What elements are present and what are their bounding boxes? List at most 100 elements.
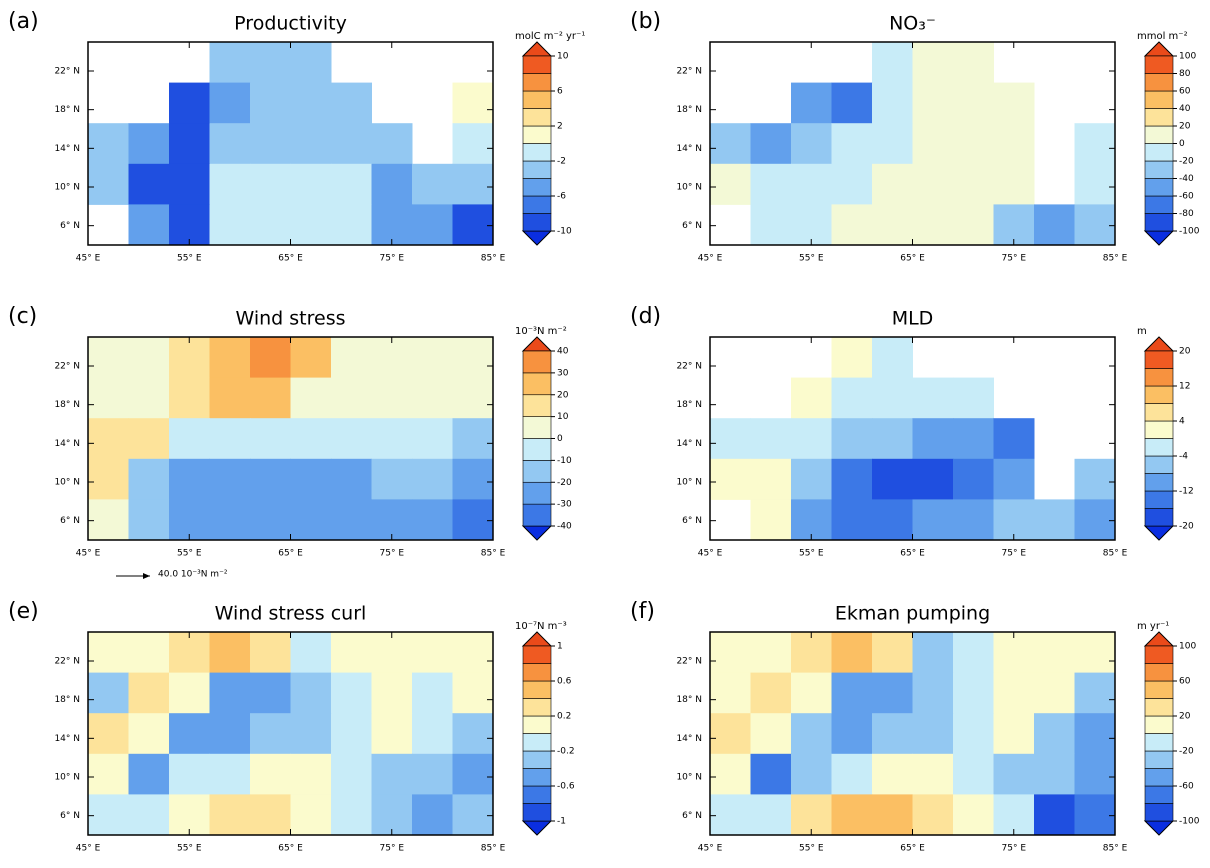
- grid-cell: [88, 418, 129, 460]
- colorbar-segment: [522, 698, 552, 717]
- colorbar-segment: [522, 663, 552, 682]
- grid-cell: [88, 672, 129, 714]
- grid-cell: [452, 713, 494, 755]
- grid-cell: [993, 418, 1035, 460]
- panel-label: (a): [8, 9, 39, 34]
- grid-cell: [452, 123, 494, 165]
- grid-cell: [331, 377, 372, 419]
- colorbar-under: [521, 820, 553, 836]
- colorbar-segment: [1144, 645, 1174, 664]
- grid-cell: [1074, 123, 1116, 165]
- colorbar-segment: [1144, 178, 1174, 197]
- grid-cell: [169, 337, 210, 379]
- x-tick-label: 55° E: [799, 844, 824, 854]
- colorbar-segment: [1144, 350, 1174, 369]
- y-tick-label: 18° N: [54, 695, 80, 705]
- colorbar-segment: [1144, 680, 1174, 699]
- colorbar-segment: [522, 178, 552, 197]
- grid-cell: [791, 499, 832, 541]
- x-tick-label: 75° E: [1002, 254, 1027, 264]
- panel-title: MLD: [892, 308, 934, 330]
- grid-cell: [831, 499, 873, 541]
- colorbar-label: -30: [557, 500, 572, 510]
- grid-cell: [290, 458, 332, 500]
- x-tick-label: 85° E: [1103, 844, 1128, 854]
- grid-cell: [710, 418, 751, 460]
- panel-label: (f): [630, 599, 655, 624]
- grid-cell: [371, 418, 413, 460]
- colorbar-label: -60: [1179, 782, 1194, 792]
- y-tick-label: 6° N: [60, 516, 80, 526]
- grid-cell: [412, 163, 453, 205]
- colorbar-segment: [522, 645, 552, 664]
- colorbar-label: 20: [557, 390, 569, 400]
- grid-cell: [250, 418, 291, 460]
- colorbar-segment: [522, 125, 552, 144]
- grid-cell: [872, 794, 913, 836]
- y-tick-label: 6° N: [60, 221, 80, 231]
- grid-cell: [452, 337, 494, 379]
- y-tick-label: 18° N: [676, 400, 702, 410]
- grid-cell: [953, 794, 994, 836]
- grid-cell: [912, 82, 954, 124]
- grid-cell: [88, 337, 129, 379]
- grid-cell: [831, 377, 873, 419]
- grid-cell: [1074, 499, 1116, 541]
- grid-cell: [912, 632, 954, 674]
- grid-cell: [452, 458, 494, 500]
- colorbar-label: -6: [557, 192, 566, 202]
- grid-cell: [290, 794, 332, 836]
- colorbar-label: 0: [557, 434, 563, 444]
- colorbar-under: [1143, 525, 1175, 541]
- colorbar-label: -0.6: [557, 782, 575, 792]
- grid-cell: [710, 163, 751, 205]
- grid-cell: [791, 672, 832, 714]
- grid-cell: [290, 713, 332, 755]
- grid-cell: [872, 672, 913, 714]
- grid-cell: [993, 672, 1035, 714]
- colorbar-units: mmol m⁻²: [1137, 31, 1188, 42]
- x-tick-label: 45° E: [698, 254, 723, 264]
- grid-cell: [993, 204, 1035, 246]
- grid-cell: [209, 672, 251, 714]
- panel-title: Wind stress curl: [215, 603, 367, 625]
- colorbar-label: 12: [1179, 382, 1190, 392]
- grid-cell: [412, 753, 453, 795]
- grid-cell: [750, 123, 792, 165]
- grid-cell: [128, 794, 170, 836]
- colorbar-over: [521, 336, 553, 352]
- x-tick-label: 75° E: [380, 844, 405, 854]
- grid-cell: [1074, 204, 1116, 246]
- grid-cell: [750, 163, 792, 205]
- grid-cell: [88, 713, 129, 755]
- grid-cell: [750, 672, 792, 714]
- grid-cell: [710, 458, 751, 500]
- colorbar-label: 1: [557, 642, 563, 652]
- colorbar-segment: [522, 195, 552, 214]
- colorbar-label: 10: [557, 52, 569, 62]
- colorbar-label: -60: [1179, 192, 1194, 202]
- colorbar-units: molC m⁻² yr⁻¹: [515, 31, 585, 42]
- grid-cell: [452, 672, 494, 714]
- grid-cell: [209, 713, 251, 755]
- y-tick-label: 10° N: [676, 773, 702, 783]
- grid-cell: [831, 632, 873, 674]
- grid-cell: [290, 753, 332, 795]
- panel-label: (c): [8, 304, 37, 329]
- x-tick-label: 65° E: [900, 254, 925, 264]
- colorbar-segment: [522, 416, 552, 439]
- grid-cell: [831, 794, 873, 836]
- grid-cell: [250, 337, 291, 379]
- colorbar-segment: [1144, 160, 1174, 179]
- grid-cell: [452, 163, 494, 205]
- colorbar-segment: [1144, 420, 1174, 439]
- grid-cell: [993, 713, 1035, 755]
- grid-cell: [290, 163, 332, 205]
- grid-cell: [872, 753, 913, 795]
- grid-cell: [412, 458, 453, 500]
- grid-cell: [953, 418, 994, 460]
- grid-cell: [169, 123, 210, 165]
- grid-cell: [128, 163, 170, 205]
- grid-cell: [128, 632, 170, 674]
- grid-cell: [831, 753, 873, 795]
